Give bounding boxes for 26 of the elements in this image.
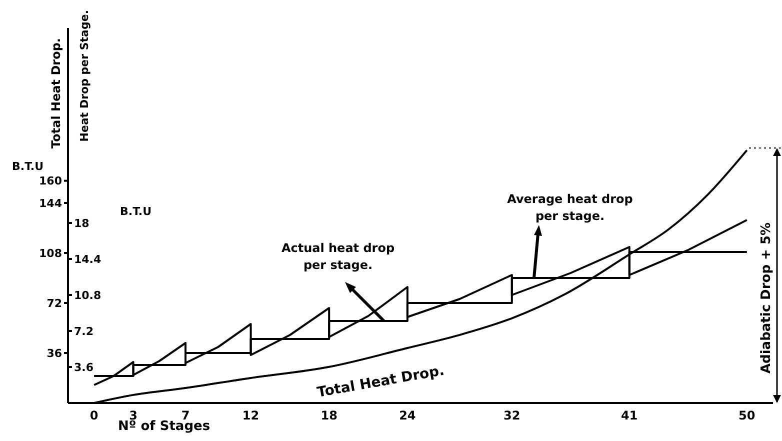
x-tick-label: 0 [90, 408, 98, 423]
text: Average heat drop per stage. [506, 191, 634, 225]
series-label: Actual heat drop per stage. [280, 240, 396, 274]
y2-tick-label: 3.6 [74, 360, 94, 374]
x-tick-label: 12 [242, 408, 260, 423]
annotation: Adiabatic Drop + 5% [759, 222, 774, 374]
text: B.T.U [12, 160, 44, 173]
y2-tick-label: 7.2 [74, 324, 94, 338]
y-tick-label: 36 [46, 346, 62, 360]
x-tick-label: 50 [738, 408, 756, 423]
x-tick-label: 7 [181, 408, 190, 423]
annotation: B.T.U [120, 205, 152, 218]
x-tick-label: 18 [320, 408, 338, 423]
x-tick-label: 41 [621, 408, 638, 423]
y-tick-label: 108 [39, 246, 62, 260]
y-tick-label: 72 [46, 296, 62, 310]
y-tick-label: 160 [39, 174, 62, 188]
y-axis-title: Total Heat Drop. [49, 38, 63, 148]
y-tick-label: 144 [39, 196, 62, 210]
y2-tick-label: 14.4 [74, 252, 102, 266]
y2-tick-label: 10.8 [74, 288, 102, 302]
y2-axis-title: Heat Drop per Stage. [78, 10, 91, 142]
x-tick-label: 24 [399, 408, 416, 423]
text: Total Heat Drop. [316, 362, 446, 401]
x-tick-label: 32 [504, 408, 520, 423]
y2-tick-label: 18 [74, 216, 90, 230]
